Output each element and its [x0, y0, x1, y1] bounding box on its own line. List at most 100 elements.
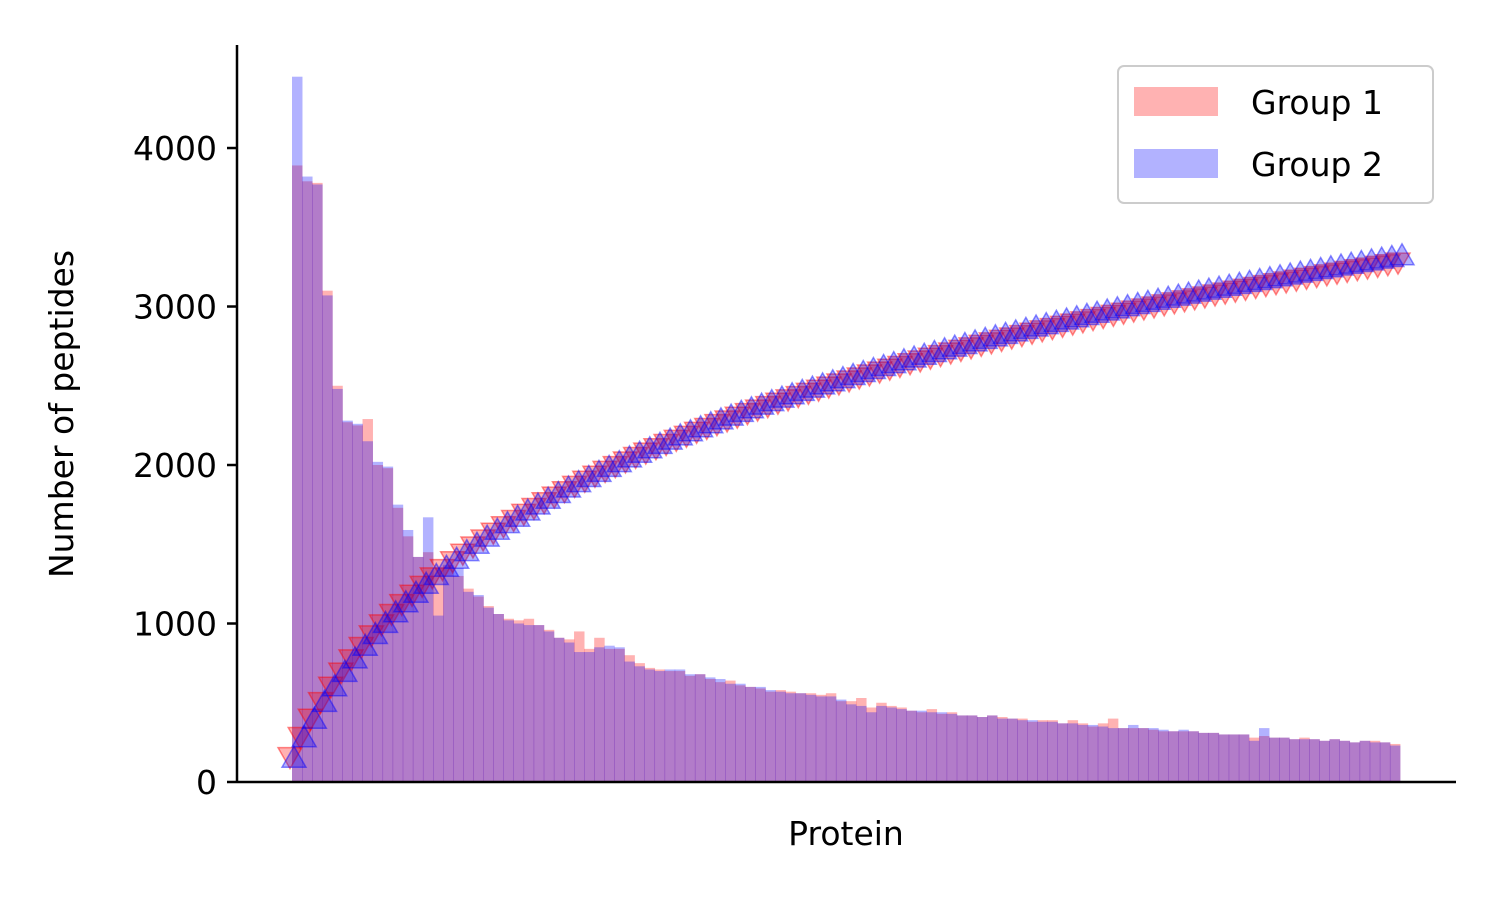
group-2-bar	[1077, 724, 1089, 782]
group-1-bar	[1228, 734, 1240, 782]
group-2-marker	[1358, 247, 1385, 271]
group-2-bar	[523, 625, 535, 782]
group-1-bar	[886, 705, 897, 782]
group-1-bar	[715, 682, 726, 782]
group-2-bar	[1138, 728, 1149, 782]
group-2-bar	[322, 295, 333, 782]
group-1-marker	[297, 708, 324, 732]
group-2-bar	[513, 623, 525, 782]
group-1-bar	[987, 715, 998, 782]
group-1-marker	[327, 662, 355, 686]
group-1-marker	[998, 327, 1026, 351]
group-1-marker	[276, 746, 304, 771]
group-2-bar	[352, 423, 363, 782]
group-2-marker	[1256, 265, 1284, 289]
group-2-marker	[1195, 276, 1223, 300]
group-1-marker	[896, 352, 924, 377]
group-2-bar	[785, 693, 797, 782]
group-1-bar	[402, 536, 414, 782]
group-2-bar	[624, 661, 635, 782]
group-1-marker	[1069, 311, 1097, 335]
group-1-bar	[815, 694, 827, 782]
group-2-marker	[311, 688, 338, 713]
group-2-bar	[916, 710, 927, 782]
group-1-marker	[876, 358, 904, 382]
legend-swatch-group-1	[1134, 87, 1218, 116]
group-2-marker	[992, 320, 1019, 345]
group-1-marker	[1130, 298, 1158, 322]
group-2-marker	[921, 338, 948, 363]
group-2-marker	[1073, 301, 1101, 326]
group-1-bar	[835, 701, 847, 782]
group-1-marker	[1140, 296, 1168, 320]
group-2-marker	[494, 510, 521, 534]
group-1-marker	[632, 442, 660, 466]
group-1-marker	[530, 491, 558, 516]
group-2-bar	[1279, 737, 1290, 782]
y-axis-ticks: 0 1000 2000 3000 4000	[133, 129, 237, 802]
group-1-bar	[735, 685, 746, 782]
group-1-bar	[1027, 721, 1038, 782]
group-2-marker	[1124, 291, 1151, 315]
group-1-marker	[795, 382, 822, 406]
group-2-marker	[351, 632, 379, 657]
group-2-bar	[634, 666, 645, 782]
group-2-marker	[666, 422, 694, 446]
group-2-marker	[1175, 280, 1202, 304]
group-1-bar	[1107, 718, 1119, 782]
group-2-marker	[636, 435, 664, 459]
group-1-bar	[382, 468, 394, 782]
group-2-marker	[910, 341, 938, 365]
group-2-bar	[684, 674, 696, 782]
group-1-marker	[856, 364, 883, 388]
group-2-bar	[604, 645, 615, 782]
group-1-bar	[684, 675, 696, 782]
group-1-bar	[856, 697, 867, 782]
y-tick-label: 4000	[133, 129, 217, 168]
group-1-bar	[1339, 740, 1351, 782]
group-2-bar	[1107, 728, 1119, 782]
group-1-marker	[1384, 252, 1412, 276]
group-1-marker	[754, 395, 782, 420]
group-1-bar	[1218, 734, 1230, 782]
group-1-marker	[886, 355, 914, 380]
group-2-marker	[514, 497, 542, 521]
group-2-bar	[876, 705, 887, 782]
group-1-bar	[584, 648, 595, 782]
group-1-marker	[1354, 257, 1381, 281]
group-2-marker	[880, 350, 908, 374]
group-2-bar	[1299, 739, 1310, 782]
group-2-bar	[1027, 720, 1038, 782]
group-2-bar	[936, 712, 948, 782]
group-1-bar	[1279, 737, 1290, 782]
group-2-bar	[533, 625, 545, 782]
group-2-bar	[1097, 726, 1109, 782]
group-2-bar	[775, 691, 786, 782]
group-2-marker	[1012, 315, 1040, 340]
group-2-bar	[1067, 723, 1079, 782]
group-1-marker	[937, 342, 965, 366]
group-2-bar	[443, 564, 454, 782]
group-1-marker	[967, 334, 995, 358]
group-1-marker	[1039, 317, 1066, 342]
group-2-bar	[332, 388, 343, 782]
group-1-marker	[307, 691, 334, 716]
group-1-bar	[1148, 729, 1159, 782]
group-2-marker	[1368, 245, 1395, 269]
group-1-bar	[372, 465, 384, 782]
group-2-marker	[687, 414, 714, 438]
group-2-marker	[453, 538, 481, 562]
group-1-bar	[664, 671, 676, 782]
group-2-marker	[860, 355, 887, 380]
group-2-marker	[1022, 313, 1050, 337]
legend-label-group-1: Group 1	[1251, 83, 1383, 122]
group-1-bar	[513, 620, 525, 782]
group-2-bar	[553, 637, 565, 782]
group-1-bar	[523, 618, 535, 782]
group-1-bar	[1208, 732, 1220, 782]
group-2-marker	[392, 589, 420, 613]
group-2-bar	[473, 594, 484, 782]
group-2-marker	[1266, 263, 1294, 287]
group-2-cumulative-markers	[280, 242, 1416, 768]
